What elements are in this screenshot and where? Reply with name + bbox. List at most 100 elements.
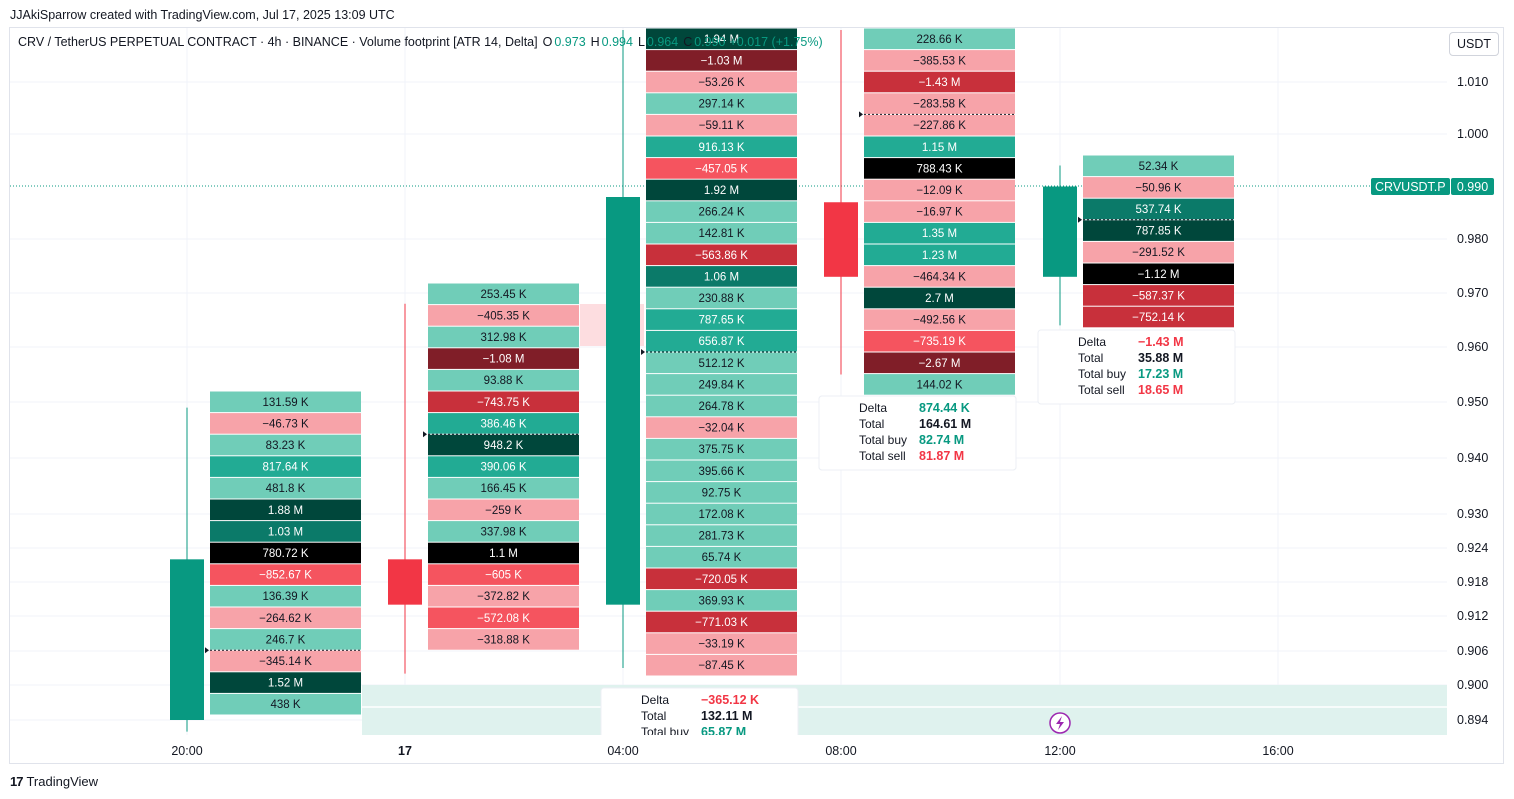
footprint-cell [428, 477, 579, 499]
footprint-cell [1083, 241, 1234, 263]
footprint-cell [210, 607, 361, 629]
footprint-cell-value: 1.88 M [268, 505, 303, 517]
footprint-cell [646, 50, 797, 71]
footprint-cell [210, 564, 361, 585]
footprint-cell [864, 352, 1015, 374]
footprint-cell-value: 537.74 K [1135, 204, 1181, 216]
footprint-cell [210, 434, 361, 456]
summary-label: Total [859, 417, 884, 431]
footprint-cell-value: 312.98 K [480, 332, 526, 344]
currency-button[interactable]: USDT [1449, 32, 1499, 56]
footprint-cell-value: 337.98 K [480, 526, 526, 538]
ticker-symbol-tag: CRVUSDT.P [1371, 178, 1450, 195]
y-axis-tick-label: 0.980 [1457, 232, 1488, 246]
footprint-cell-value: 375.75 K [698, 444, 744, 456]
footprint-cell-value: 1.23 M [922, 250, 957, 262]
tradingview-logo[interactable]: 17 TradingView [10, 774, 98, 789]
footprint-cell-value: 172.08 K [698, 509, 744, 521]
tradingview-wordmark: TradingView [26, 774, 99, 789]
footprint-cell [210, 542, 361, 564]
footprint-cell-value: 144.02 K [916, 379, 962, 391]
footprint-cell [864, 158, 1015, 179]
footprint-cell-value: −743.75 K [477, 397, 530, 409]
footprint-cell [428, 413, 579, 434]
footprint-cell-value: 1.94 M [704, 34, 739, 46]
footprint-cell-value: −720.05 K [695, 574, 748, 586]
footprint-cell [428, 348, 579, 369]
footprint-cell [646, 611, 797, 633]
footprint-cell [210, 456, 361, 477]
footprint-cell-value: 780.72 K [262, 548, 308, 560]
footprint-cell [646, 136, 797, 158]
footprint-cell [428, 499, 579, 521]
footprint-cell-value: 788.43 K [916, 163, 962, 175]
footprint-cell [646, 244, 797, 266]
legend-open-value: 0.973 [554, 35, 586, 49]
candle-body [606, 197, 640, 605]
footprint-cell [646, 222, 797, 244]
footprint-cell [864, 287, 1015, 309]
footprint-cell-value: −1.43 M [919, 77, 961, 89]
x-axis-tick-label: 08:00 [825, 744, 856, 758]
footprint-cell-value: 253.45 K [480, 289, 526, 301]
footprint-cell-value: −852.67 K [259, 570, 312, 582]
footprint-cell-value: 65.74 K [702, 552, 742, 564]
footprint-cell-value: −291.52 K [1132, 247, 1185, 259]
footprint-column: 253.45 K −405.35 K 312.98 K −1.08 M 93.88 K −… [423, 283, 579, 650]
footprint-cell [428, 305, 579, 326]
y-axis-tick-label: 0.960 [1457, 340, 1488, 354]
footprint-cell-value: 1.35 M [922, 228, 957, 240]
footprint-cell [646, 417, 797, 438]
footprint-cell-value: 787.65 K [698, 315, 744, 327]
candle-body [1043, 186, 1077, 277]
legend-title[interactable]: CRV / TetherUS PERPETUAL CONTRACT · 4h ·… [18, 35, 538, 49]
summary-label: Total [641, 709, 666, 723]
summary-value: −1.43 M [1138, 335, 1184, 349]
y-axis-tick-label: 0.970 [1457, 286, 1488, 300]
footprint-column: 228.66 K −385.53 K −1.43 M −283.58 K −227.86… [859, 28, 1015, 395]
y-axis-tick-label: 0.924 [1457, 541, 1488, 555]
last-price-tag: 0.990 [1451, 178, 1494, 195]
footprint-cell-value: 656.87 K [698, 336, 744, 348]
footprint-cell-value: −53.26 K [698, 77, 745, 89]
footprint-cell-value: 438 K [270, 699, 300, 711]
footprint-cell-value: 817.64 K [262, 462, 308, 474]
summary-box: Delta −365.12 K Total 132.11 M Total buy 65.8… [600, 687, 799, 755]
footprint-cell [864, 201, 1015, 222]
summary-label: Total sell [1078, 383, 1125, 397]
footprint-cell [646, 28, 797, 50]
footprint-cell [646, 525, 797, 546]
footprint-cell [864, 266, 1015, 287]
summary-label: Total sell [641, 741, 688, 755]
candle-body [170, 559, 204, 720]
footprint-cell [646, 546, 797, 568]
summary-label: Total buy [1078, 367, 1126, 381]
y-axis-tick-label: 0.900 [1457, 678, 1488, 692]
y-axis-tick-label: 0.918 [1457, 575, 1488, 589]
candle-body [824, 202, 858, 277]
footprint-cell [646, 482, 797, 503]
footprint-cell [1083, 177, 1234, 198]
footprint-cell [646, 654, 797, 676]
footprint-cell [646, 460, 797, 482]
footprint-cell-value: 166.45 K [480, 483, 526, 495]
footprint-cell [646, 71, 797, 93]
footprint-cell [1083, 263, 1234, 285]
footprint-cell-value: −87.45 K [698, 660, 745, 672]
footprint-cell [646, 158, 797, 179]
footprint-cell [864, 136, 1015, 158]
footprint-cell-value: −264.62 K [259, 613, 312, 625]
y-axis-tick-label: 0.940 [1457, 451, 1488, 465]
footprint-cell [864, 28, 1015, 50]
footprint-cell-value: 1.15 M [922, 142, 957, 154]
footprint-cell [210, 585, 361, 607]
plot-layer: 131.59 K −46.73 K 83.23 K 817.64 K 481.8 K 1.… [170, 28, 1236, 755]
y-axis-tick-label: 1.000 [1457, 127, 1488, 141]
footprint-cell-value: 369.93 K [698, 595, 744, 607]
footprint-cell [864, 244, 1015, 266]
footprint-cell [428, 456, 579, 477]
x-axis-tick-label: 04:00 [607, 744, 638, 758]
poc-arrow-icon [1078, 216, 1082, 223]
footprint-cell [646, 568, 797, 590]
